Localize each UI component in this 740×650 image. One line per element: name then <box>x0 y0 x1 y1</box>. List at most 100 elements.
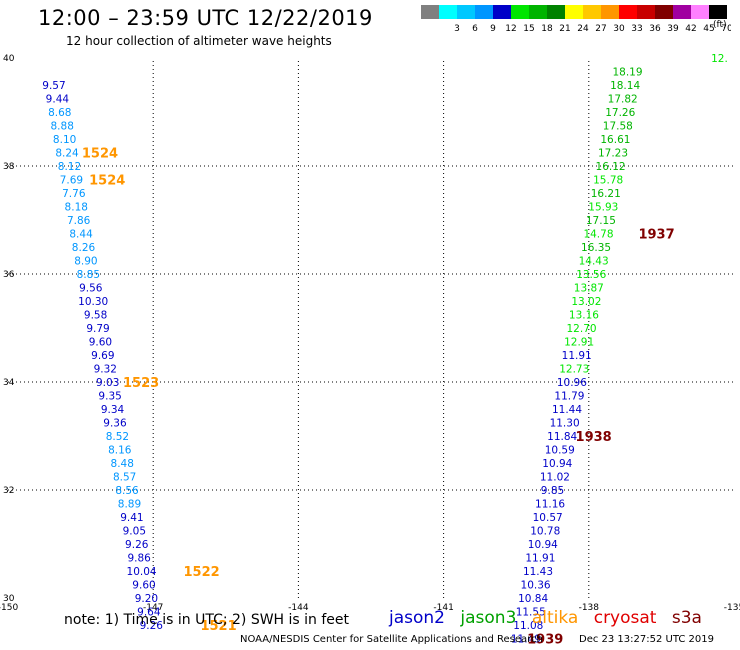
data-point-label: 10.04 <box>127 566 157 578</box>
color-scale-tick: 15 <box>523 24 534 34</box>
data-point-label: 9.60 <box>132 580 155 592</box>
data-point-label: 15.78 <box>593 175 623 187</box>
data-point-label: 15.93 <box>588 202 618 214</box>
data-point-label: 10.59 <box>545 445 575 457</box>
data-point-label: 17.15 <box>586 215 616 227</box>
data-point-label: 12.70 <box>567 323 597 335</box>
color-swatch <box>583 5 601 19</box>
satellite-legend: jason2 jason3 altika cryosat s3a <box>389 608 712 628</box>
color-scale-tick: 3 <box>454 24 460 34</box>
data-point-label: 18.19 <box>612 67 642 79</box>
data-point-label: 13.02 <box>571 296 601 308</box>
data-point-label: 9.79 <box>86 323 109 335</box>
data-point-label: 8.12 <box>58 161 81 173</box>
x-tick-label: -144 <box>288 603 309 613</box>
legend-cryosat: cryosat <box>593 608 657 628</box>
data-point-label: 8.16 <box>108 445 132 457</box>
data-point-label: 7.86 <box>67 215 91 227</box>
data-point-label: 8.89 <box>118 499 141 511</box>
data-point-label: 8.90 <box>74 256 97 268</box>
y-tick-label: 40 <box>3 54 15 64</box>
chart-grid <box>8 58 734 598</box>
data-point-label: 11.84 <box>547 431 577 443</box>
data-point-label: 9.69 <box>91 350 114 362</box>
color-scale-tick: 12 <box>505 24 516 34</box>
data-point-label: 10.36 <box>521 580 551 592</box>
data-point-label: 9.20 <box>135 593 158 605</box>
data-point-label: 8.26 <box>72 242 96 254</box>
y-tick-label: 32 <box>3 486 14 496</box>
data-point-label: 9.58 <box>84 310 107 322</box>
color-scale-tick: 9 <box>490 24 496 34</box>
data-point-label: 10.57 <box>533 512 563 524</box>
data-point-label: 13.16 <box>569 310 599 322</box>
data-point-label: 16.61 <box>600 134 630 146</box>
data-point-label: 17.23 <box>598 148 628 160</box>
data-point-label: 16.35 <box>581 242 611 254</box>
data-point-label: 8.57 <box>113 472 136 484</box>
y-tick-label: 34 <box>3 378 15 388</box>
data-point-label: 14.78 <box>583 229 613 241</box>
data-point-label: 9.56 <box>79 283 103 295</box>
data-point-label: 9.03 <box>96 377 119 389</box>
pass-number-label: 1938 <box>576 430 612 445</box>
data-point-label: 9.86 <box>127 553 151 565</box>
color-scale-tick: 30 <box>613 24 625 34</box>
x-tick-label: -150 <box>0 603 18 613</box>
color-swatch <box>601 5 619 19</box>
data-point-label: 12. <box>711 53 728 65</box>
legend-s3a: s3a <box>671 608 702 628</box>
data-point-label: 11.02 <box>540 472 570 484</box>
color-scale-tick: 70 <box>721 24 731 34</box>
pass-number-label: 1524 <box>89 174 125 189</box>
color-scale-unit: (ft) <box>713 20 727 30</box>
data-point-label: 11.16 <box>535 499 565 511</box>
credit-line: NOAA/NESDIS Center for Satellite Applica… <box>240 634 543 645</box>
data-point-label: 9.64 <box>137 607 161 619</box>
chart-title: 12:00 – 23:59 UTC 12/22/2019 <box>38 6 373 30</box>
data-point-label: 9.34 <box>101 404 125 416</box>
data-point-label: 16.12 <box>596 161 626 173</box>
data-point-label: 11.91 <box>525 553 555 565</box>
data-point-label: 11.91 <box>562 350 592 362</box>
data-point-label: 11.49 <box>511 634 541 646</box>
data-point-label: 8.44 <box>69 229 93 241</box>
color-swatch <box>691 5 709 19</box>
data-point-label: 7.69 <box>60 175 83 187</box>
color-scale-tick: 42 <box>685 24 696 34</box>
x-tick-label: -147 <box>143 603 163 613</box>
pass-number-label: 1524 <box>82 147 118 162</box>
data-point-label: 10.96 <box>557 377 587 389</box>
data-point-label: 8.18 <box>65 202 88 214</box>
data-point-label: 12.73 <box>559 364 589 376</box>
x-tick-label: -135 <box>724 603 740 613</box>
data-point-label: 9.26 <box>125 539 149 551</box>
x-tick-label: -138 <box>579 603 600 613</box>
x-tick-label: -141 <box>433 603 453 613</box>
data-point-label: 8.56 <box>115 485 139 497</box>
data-point-label: 11.43 <box>523 566 553 578</box>
color-scale-tick: 33 <box>631 24 642 34</box>
color-swatch <box>673 5 691 19</box>
data-point-label: 9.57 <box>42 80 65 92</box>
color-swatch <box>619 5 637 19</box>
color-swatch <box>421 5 439 19</box>
data-point-label: 17.58 <box>603 121 633 133</box>
pass-number-label: 1523 <box>123 376 159 391</box>
data-point-label: 17.26 <box>605 107 635 119</box>
data-point-label: 8.10 <box>53 134 76 146</box>
data-point-label: 8.68 <box>48 107 71 119</box>
data-point-label: 9.05 <box>123 526 146 538</box>
footer-note: note: 1) Time is in UTC; 2) SWH is in fe… <box>64 612 350 628</box>
color-scale-tick: 6 <box>472 24 478 34</box>
data-point-label: 12.91 <box>564 337 594 349</box>
data-point-label: 9.36 <box>103 418 127 430</box>
data-point-label: 9.60 <box>89 337 112 349</box>
color-scale-tick: 27 <box>595 24 606 34</box>
data-point-label: 8.85 <box>77 269 100 281</box>
data-point-label: 13.56 <box>576 269 606 281</box>
data-point-label: 11.44 <box>552 404 582 416</box>
color-swatch <box>457 5 475 19</box>
data-point-label: 9.44 <box>46 94 70 106</box>
data-point-label: 10.78 <box>530 526 560 538</box>
